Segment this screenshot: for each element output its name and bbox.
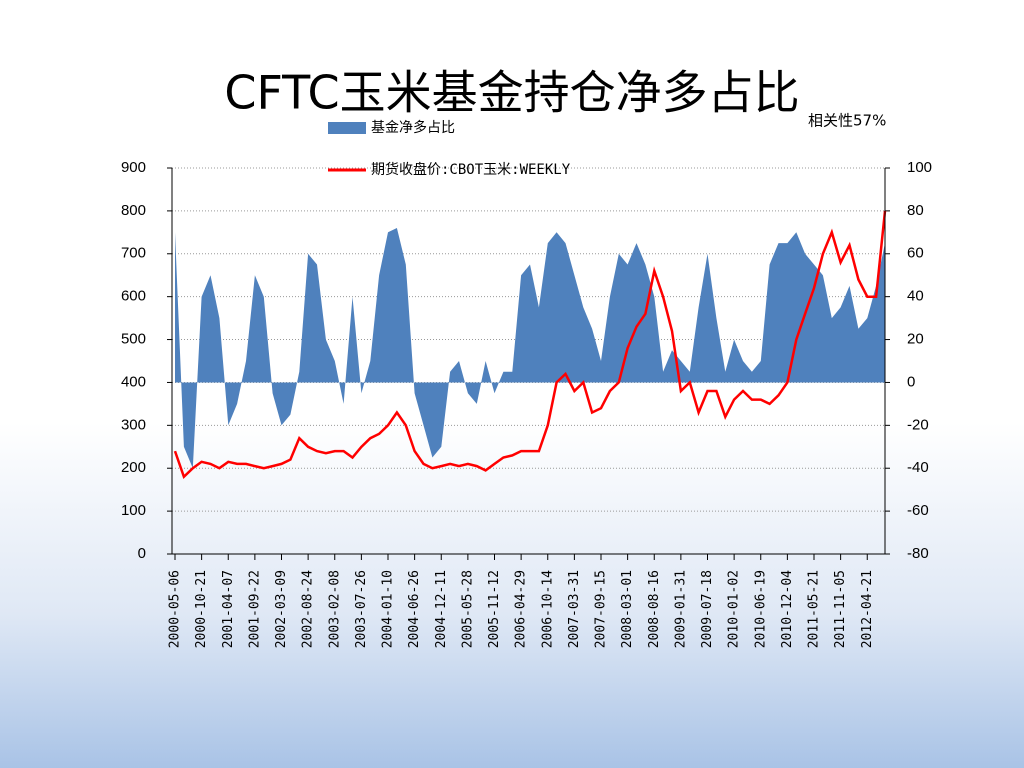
x-tick-label: 2000-05-06 xyxy=(168,570,183,648)
annotation: 相关性57% xyxy=(808,112,886,130)
x-tick-label: 2007-09-15 xyxy=(594,570,609,648)
y2-tick-label: -60 xyxy=(907,502,929,519)
y2-tick-label: -20 xyxy=(907,416,929,433)
x-tick-label: 2003-02-08 xyxy=(327,570,342,648)
x-tick-label: 2007-03-31 xyxy=(567,570,582,648)
y2-tick-label: -80 xyxy=(907,545,929,562)
y-tick-label: 600 xyxy=(121,288,146,305)
x-tick-label: 2009-01-31 xyxy=(673,570,688,648)
y2-tick-label: 40 xyxy=(907,288,924,305)
y-tick-label: 300 xyxy=(121,416,146,433)
y2-tick-label: -40 xyxy=(907,459,929,476)
y-tick-label: 400 xyxy=(121,373,146,390)
x-tick-label: 2012-04-21 xyxy=(860,570,875,648)
chart-title: CFTC玉米基金持仓净多占比 xyxy=(224,66,799,120)
x-tick-label: 2004-06-26 xyxy=(407,570,422,648)
y-tick-label: 0 xyxy=(138,545,146,562)
x-tick-label: 2004-01-10 xyxy=(381,570,396,648)
x-tick-label: 2009-07-18 xyxy=(700,570,715,648)
x-tick-label: 2002-08-24 xyxy=(301,570,316,648)
legend-swatch xyxy=(328,122,366,134)
y2-tick-label: 20 xyxy=(907,331,924,348)
y2-tick-label: 0 xyxy=(907,373,915,390)
legend-label: 基金净多占比 xyxy=(371,119,455,136)
y-tick-label: 500 xyxy=(121,331,146,348)
x-tick-label: 2006-10-14 xyxy=(540,570,555,648)
y-tick-label: 700 xyxy=(121,245,146,262)
y2-tick-label: 60 xyxy=(907,245,924,262)
area xyxy=(175,228,885,469)
x-tick-label: 2000-10-21 xyxy=(194,570,209,648)
y-tick-label: 200 xyxy=(121,459,146,476)
x-tick-label: 2001-04-07 xyxy=(221,570,236,648)
x-tick-label: 2006-04-29 xyxy=(514,570,529,648)
y-tick-label: 800 xyxy=(121,202,146,219)
y-tick-label: 100 xyxy=(121,502,146,519)
x-tick-label: 2005-05-28 xyxy=(460,570,475,648)
x-tick-label: 2005-11-12 xyxy=(487,570,502,648)
y-tick-label: 900 xyxy=(121,159,146,176)
x-tick-label: 2001-09-22 xyxy=(247,570,262,648)
x-tick-label: 2010-12-04 xyxy=(780,570,795,648)
x-tick-label: 2011-05-21 xyxy=(807,570,822,648)
x-tick-label: 2010-01-02 xyxy=(727,570,742,648)
y2-tick-label: 100 xyxy=(907,159,932,176)
x-tick-label: 2003-07-26 xyxy=(354,570,369,648)
x-tick-label: 2011-11-05 xyxy=(833,570,848,648)
line xyxy=(173,210,887,480)
y2-tick-label: 80 xyxy=(907,202,924,219)
x-tick-label: 2010-06-19 xyxy=(753,570,768,648)
legend-label: 期货收盘价:CBOT玉米:WEEKLY xyxy=(371,161,571,178)
x-tick-label: 2004-12-11 xyxy=(434,570,449,648)
x-tick-label: 2002-03-09 xyxy=(274,570,289,648)
x-tick-label: 2008-08-16 xyxy=(647,570,662,648)
x-tick-label: 2008-03-01 xyxy=(620,570,635,648)
